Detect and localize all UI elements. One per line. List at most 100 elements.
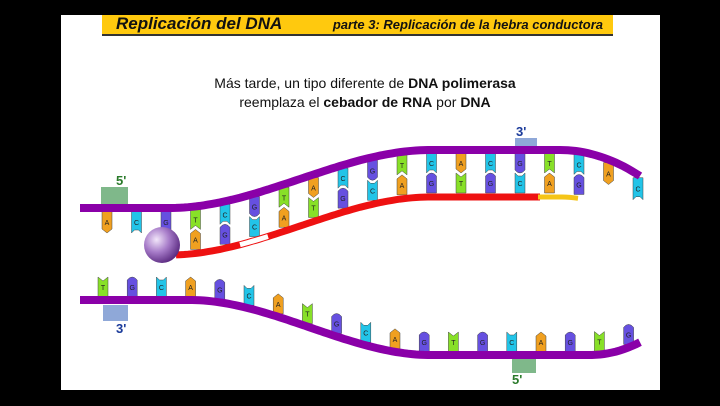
bottom-base: A (272, 293, 284, 315)
base-letter: G (429, 181, 434, 188)
base-letter: A (393, 337, 398, 344)
base-letter: T (459, 181, 464, 188)
bottom-base: A (389, 328, 401, 350)
bottom-base: C (360, 321, 372, 343)
label-5-prime-top: 5' (116, 173, 126, 188)
bottom-base: T (302, 303, 313, 324)
base-G (418, 331, 430, 353)
diagram-canvas (61, 15, 660, 390)
base-A (544, 172, 555, 194)
base-A (396, 174, 408, 196)
page-subtitle: parte 3: Replicación de la hebra conduct… (332, 17, 603, 32)
base-letter: A (606, 172, 611, 179)
base-C (219, 204, 231, 225)
base-letter: A (276, 302, 281, 309)
base-letter: G (340, 196, 345, 203)
base-letter: A (539, 340, 544, 347)
new-base: C (249, 215, 260, 237)
base-G (337, 187, 349, 209)
base-letter: G (576, 182, 581, 189)
base-letter: C (252, 225, 257, 232)
header-bar: Replicación del DNA parte 3: Replicación… (102, 14, 613, 36)
base-letter: T (547, 161, 552, 168)
base-G (331, 313, 342, 334)
base-G (126, 276, 138, 298)
base-letter: A (459, 161, 464, 168)
new-base: T (308, 196, 319, 218)
new-base: G (337, 187, 349, 209)
base-letter: C (134, 220, 139, 227)
template-base: G (514, 152, 526, 174)
bottom-base: G (564, 331, 576, 353)
bottom-base: A (535, 331, 547, 353)
base-letter: C (429, 161, 434, 168)
base-letter: T (305, 312, 310, 319)
five-prime-marker (101, 187, 128, 205)
bottom-base: G (418, 331, 430, 353)
base-letter: G (370, 168, 375, 175)
base-letter: G (334, 321, 339, 328)
caption-segment: reemplaza el (239, 94, 324, 110)
base-letter: T (282, 195, 287, 202)
base-letter: C (488, 161, 493, 168)
new-base: A (396, 174, 408, 196)
bottom-base: G (331, 313, 342, 334)
new-base: A (544, 172, 555, 194)
base-C (243, 284, 255, 306)
base-letter: C (246, 293, 251, 300)
dna-polymerase (144, 227, 180, 263)
bottom-base: C (506, 331, 518, 353)
base-letter: T (400, 163, 405, 170)
base-G (477, 331, 488, 353)
new-base: G (485, 172, 496, 194)
base-letter: T (193, 217, 198, 224)
template-base: T (396, 154, 408, 176)
template-base: T (544, 152, 555, 174)
caption-line-2: reemplaza el cebador de RNA por DNA (130, 93, 600, 112)
template-strand-top (80, 146, 643, 212)
base-letter: C (635, 187, 640, 194)
base-letter: A (188, 285, 193, 292)
base-G (564, 331, 576, 353)
template-base: A (308, 177, 319, 198)
base-letter: C (340, 176, 345, 183)
template-base: A (455, 152, 467, 174)
base-letter: C (222, 212, 227, 219)
base-letter: C (576, 162, 581, 169)
base-C (632, 177, 644, 201)
label-3-prime-bottom: 3' (116, 321, 126, 336)
bottom-base: C (243, 284, 255, 306)
template-base: T (190, 209, 201, 230)
base-C (514, 172, 526, 194)
base-letter: T (311, 205, 316, 212)
new-dna-strand (175, 193, 540, 259)
base-letter: G (421, 340, 426, 347)
template-base: A (603, 162, 614, 185)
template-base: C (426, 152, 437, 174)
bottom-base: T (97, 276, 109, 298)
template-base: G (249, 196, 260, 217)
bottom-base: G (214, 279, 226, 300)
base-letter: G (567, 340, 572, 347)
page-title: Replicación del DNA (116, 14, 283, 33)
bottom-base: C (156, 276, 167, 298)
base-letter: T (101, 285, 106, 292)
base-letter: G (222, 232, 227, 239)
base-C (360, 321, 372, 343)
base-letter: G (163, 220, 168, 227)
base-letter: T (597, 340, 602, 347)
label-3-prime-top: 3' (516, 124, 526, 139)
bottom-base: G (477, 331, 488, 353)
base-C (337, 167, 349, 189)
base-letter: G (488, 181, 493, 188)
new-base: G (573, 174, 585, 195)
base-G (573, 174, 585, 195)
caption-segment: DNA (460, 94, 491, 110)
base-A (190, 229, 201, 250)
base-letter: C (363, 330, 368, 337)
base-letter: G (517, 161, 522, 168)
base-letter: G (129, 285, 134, 292)
base-T (455, 172, 467, 194)
base-letter: A (282, 215, 287, 222)
bottom-base: G (623, 324, 634, 345)
